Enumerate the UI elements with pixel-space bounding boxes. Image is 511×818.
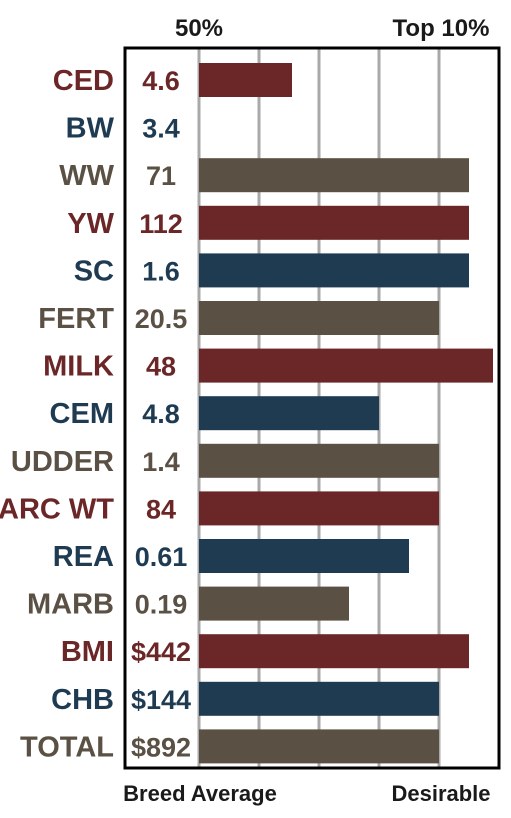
header-50-percent: 50% [175,15,223,42]
epd-value-rea: 0.61 [135,542,188,572]
trait-label-chb: CHB [51,684,114,716]
trait-label-ced: CED [53,65,114,97]
footer-breed-average: Breed Average [123,781,277,806]
epd-value-fert: 20.5 [135,304,188,334]
bar-sc [199,253,469,288]
bar-marb [199,586,349,621]
bar-total [199,729,439,764]
trait-label-carc-wt: CARC WT [0,493,114,525]
bars [199,63,493,764]
trait-label-fert: FERT [38,303,114,335]
trait-label-total: TOTAL [20,731,114,763]
epd-values: 4.6 3.4 71 112 1.6 20.5 48 4.8 1.4 84 0.61 0.19 $442… [131,66,191,762]
trait-label-ww: WW [59,160,114,192]
bar-milk [199,348,493,383]
header-top-10-percent: Top 10% [393,15,490,42]
bar-rea [199,539,409,573]
bar-ced [199,63,292,97]
bar-ww [199,158,469,193]
trait-label-udder: UDDER [11,446,114,478]
trait-label-bmi: BMI [61,636,114,668]
epd-value-ced: 4.6 [142,66,180,96]
bar-carc-wt [199,491,439,526]
epd-value-udder: 1.4 [142,447,180,477]
trait-label-milk: MILK [43,351,114,383]
trait-label-yw: YW [67,208,114,240]
trait-label-sc: SC [74,255,114,287]
epd-value-yw: 112 [139,209,183,239]
trait-label-rea: REA [53,541,114,573]
bar-chb [199,681,439,716]
chart-frame [123,46,501,770]
trait-label-cem: CEM [50,398,114,430]
trait-label-bw: BW [66,113,115,145]
trait-label-marb: MARB [27,589,114,621]
bar-cem [199,396,379,431]
epd-value-milk: 48 [146,352,176,382]
epd-value-bmi: $442 [131,637,191,667]
epd-value-carc-wt: 84 [146,494,176,524]
bar-yw [199,205,469,240]
epd-value-bw: 3.4 [142,114,180,144]
bar-udder [199,443,439,478]
epd-value-sc: 1.6 [142,256,180,286]
epd-value-marb: 0.19 [135,590,188,620]
epd-value-cem: 4.8 [142,399,180,429]
epd-value-total: $892 [131,732,191,762]
trait-labels: CED BW WW YW SC FERT MILK CEM UDDER CARC WT REA MAR… [0,65,115,763]
epd-value-chb: $144 [131,685,191,715]
footer-desirable: Desirable [391,781,490,806]
bar-fert [199,301,439,335]
bar-bmi [199,634,469,669]
epd-value-ww: 71 [146,161,176,191]
